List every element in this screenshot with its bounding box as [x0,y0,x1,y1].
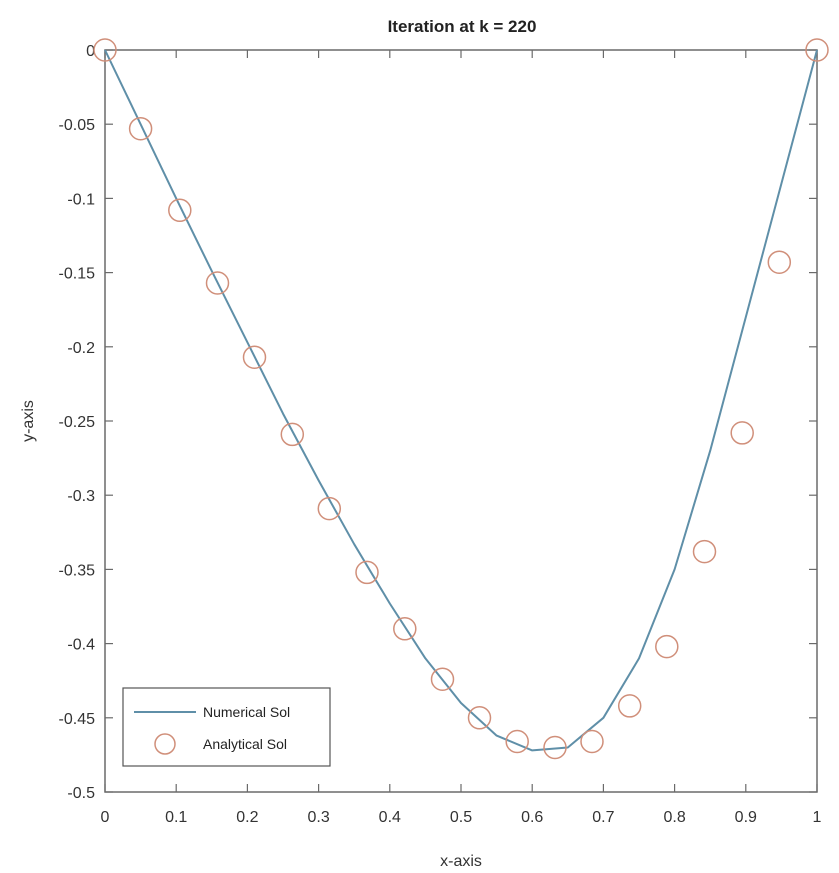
y-tick-label: -0.25 [59,414,96,431]
x-tick-label: 0.5 [450,809,472,826]
y-tick-label: -0.5 [67,785,95,802]
x-tick-label: 0.3 [307,809,329,826]
analytical-point [430,667,455,691]
analytical-point [730,421,754,445]
x-tick-label: 0.8 [663,809,685,826]
series-line-numerical [104,49,818,752]
analytical-point [543,735,567,760]
analytical-point [205,271,230,295]
y-tick-label: 0 [86,43,95,60]
analytical-point [580,729,604,754]
legend-label-analytical: Analytical Sol [203,736,287,752]
x-tick-label: 0.7 [592,809,614,826]
analytical-point [805,38,829,62]
analytical-point [355,560,379,585]
analytical-point [505,729,529,754]
analytical-point [655,634,679,659]
x-axis-label: x-axis [440,853,482,870]
analytical-point [692,539,717,564]
x-tick-label: 0 [101,809,110,826]
y-tick-label: -0.4 [67,637,95,654]
analytical-point [93,38,117,62]
legend-label-numerical: Numerical Sol [203,704,290,720]
y-axis-label: y-axis [20,400,37,442]
x-tick-label: 0.2 [236,809,258,826]
analytical-point [280,422,305,447]
y-tick-label: -0.05 [59,117,96,134]
y-tick-label: -0.15 [59,266,96,283]
legend-marker-analytical [154,733,176,755]
plot-area [104,49,818,793]
analytical-point [168,198,192,223]
analytical-point [467,706,492,730]
y-tick-label: -0.1 [67,191,95,208]
x-tick-label: 0.1 [165,809,187,826]
series-layer [93,38,829,760]
analytical-point [617,694,642,718]
y-tick-label: -0.45 [59,711,96,728]
x-tick-label: 1 [813,809,822,826]
analytical-point [317,496,342,521]
y-tick-label: -0.2 [67,340,95,357]
y-tick-label: -0.35 [59,562,96,579]
x-tick-label: 0.9 [735,809,757,826]
chart-title: Iteration at k = 220 [388,17,537,36]
y-tick-label: -0.3 [67,488,95,505]
x-tick-label: 0.6 [521,809,543,826]
analytical-point [767,250,792,274]
y-axis-ticks: 0 -0.05 -0.1 -0.15 -0.2 -0.25 -0.3 -0.35 -0.4 -0.… [59,43,817,802]
legend: Numerical Sol Analytical Sol [122,687,331,767]
legend-box [122,687,331,767]
x-axis-ticks: 0 0.1 0.2 0.3 0.4 0.5 0.6 0.7 0.8 0.9 1 [101,50,822,826]
analytical-point [128,116,153,141]
x-tick-label: 0.4 [379,809,401,826]
analytical-point [242,345,267,369]
analytical-point [393,617,417,641]
